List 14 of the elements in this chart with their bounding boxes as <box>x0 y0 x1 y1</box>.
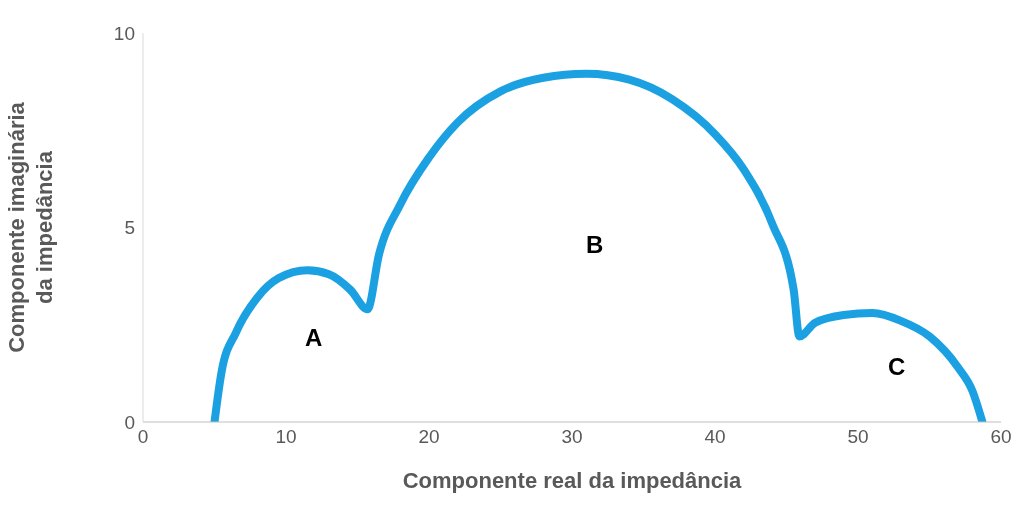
x-tick-label: 10 <box>275 426 297 448</box>
y-tick-label: 10 <box>113 22 135 44</box>
y-tick-label: 5 <box>124 217 135 239</box>
x-tick-label: 40 <box>704 426 726 448</box>
x-tick-label: 20 <box>418 426 440 448</box>
x-axis-title: Componente real da impedância <box>402 468 743 493</box>
x-tick-label: 50 <box>847 426 869 448</box>
y-axis-title: Componente imaginária da impedância <box>4 101 57 353</box>
annotation: A <box>305 324 323 352</box>
y-tick-label: 0 <box>124 411 135 433</box>
x-tick-label: 30 <box>561 426 583 448</box>
annotation: B <box>586 231 604 259</box>
x-tick-label: 60 <box>990 426 1012 448</box>
annotation: C <box>888 353 906 381</box>
